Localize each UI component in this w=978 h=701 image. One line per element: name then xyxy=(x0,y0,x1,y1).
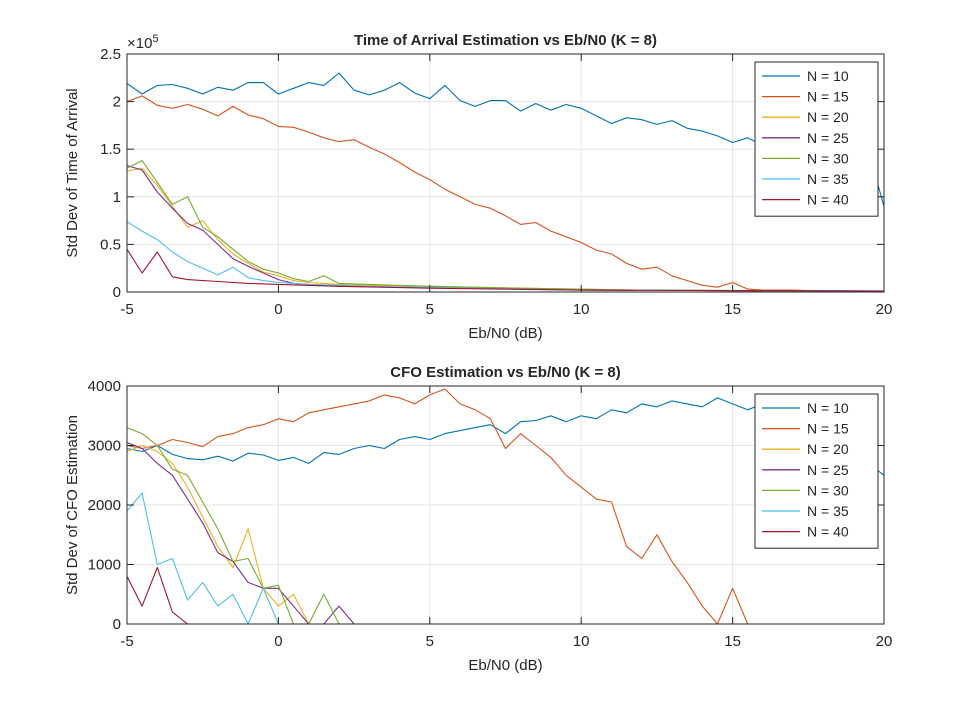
y-exponent-base: ×10 xyxy=(127,35,152,52)
x-tick-label: 5 xyxy=(426,633,434,650)
x-axis-label: Eb/N0 (dB) xyxy=(468,325,542,342)
y-tick-label: 1000 xyxy=(88,557,121,574)
chart-title: CFO Estimation vs Eb/N0 (K = 8) xyxy=(390,364,620,381)
x-axis-label: Eb/N0 (dB) xyxy=(468,657,542,674)
legend-item: N = 30 xyxy=(762,482,849,498)
y-tick-label: 2 xyxy=(113,94,121,111)
series-line-n-10 xyxy=(127,72,884,207)
series-line-n-40 xyxy=(127,566,884,624)
legend-item: N = 25 xyxy=(762,130,849,146)
legend-label: N = 10 xyxy=(807,68,849,84)
y-tick-label: 4000 xyxy=(88,378,121,395)
legend-label: N = 15 xyxy=(807,421,849,437)
legend-item: N = 15 xyxy=(762,89,849,105)
legend-label: N = 30 xyxy=(807,150,849,166)
legend-label: N = 35 xyxy=(807,171,849,187)
x-tick-label: 20 xyxy=(876,633,893,650)
y-exponent-power: 5 xyxy=(152,33,158,45)
series-group xyxy=(127,72,884,292)
legend-label: N = 15 xyxy=(807,89,849,105)
series-line-n-15 xyxy=(127,388,884,624)
legend-item: N = 20 xyxy=(762,441,849,457)
x-tick-label: 15 xyxy=(724,301,741,318)
legend-item: N = 35 xyxy=(762,171,849,187)
legend-item: N = 35 xyxy=(762,503,849,519)
x-tick-label: 10 xyxy=(573,301,590,318)
legend-item: N = 10 xyxy=(762,68,849,84)
y-tick-label: 2.5 xyxy=(100,46,121,63)
legend-label: N = 40 xyxy=(807,192,849,208)
x-tick-label: -5 xyxy=(120,301,133,318)
x-tick-label: 0 xyxy=(274,301,282,318)
legend-item: N = 20 xyxy=(762,109,849,125)
legend-item: N = 25 xyxy=(762,462,849,478)
y-axis-label: Std Dev of Time of Arrival xyxy=(64,88,81,257)
chart-title: Time of Arrival Estimation vs Eb/N0 (K =… xyxy=(354,32,657,49)
legend-label: N = 25 xyxy=(807,462,849,478)
legend: N = 10 N = 15 N = 20 N = 25 N = 30 N = 35 N = … xyxy=(754,61,879,217)
series-line-n-25 xyxy=(127,441,884,624)
legend: N = 10 N = 15 N = 20 N = 25 N = 30 N = 35 N = … xyxy=(754,393,879,549)
y-tick-label: 1.5 xyxy=(100,141,121,158)
legend-label: N = 25 xyxy=(807,130,849,146)
legend-label: N = 40 xyxy=(807,524,849,540)
series-group xyxy=(127,388,884,624)
series-line-n-40 xyxy=(127,248,884,292)
series-line-n-30 xyxy=(127,427,884,624)
legend-label: N = 20 xyxy=(807,109,849,125)
series-line-n-15 xyxy=(127,95,884,292)
legend-item: N = 10 xyxy=(762,400,849,416)
x-tick-label: -5 xyxy=(120,633,133,650)
axes-box xyxy=(126,53,885,293)
y-tick-label: 0 xyxy=(113,284,121,301)
legend-label: N = 30 xyxy=(807,482,849,498)
legend-label: N = 20 xyxy=(807,441,849,457)
y-tick-label: 3000 xyxy=(88,438,121,455)
chart-1: -5 0 5 10 15 2000.511.522.5×105 Time of Arriva… xyxy=(64,32,892,342)
series-line-n-30 xyxy=(127,160,884,292)
x-tick-label: 5 xyxy=(426,301,434,318)
y-exponent-label: ×105 xyxy=(127,33,159,52)
legend-item: N = 40 xyxy=(762,192,849,208)
series-line-n-35 xyxy=(127,492,884,624)
y-axis-label: Std Dev of CFO Estimation xyxy=(64,415,81,595)
series-line-n-10 xyxy=(127,397,884,476)
x-tick-label: 10 xyxy=(573,633,590,650)
y-tick-label: 1 xyxy=(113,189,121,206)
y-tick-label: 0.5 xyxy=(100,236,121,253)
legend-item: N = 40 xyxy=(762,524,849,540)
legend-box xyxy=(754,61,879,217)
y-tick-label: 2000 xyxy=(88,497,121,514)
legend-label: N = 10 xyxy=(807,400,849,416)
series-line-n-35 xyxy=(127,221,884,292)
x-tick-label: 20 xyxy=(876,301,893,318)
x-tick-label: 15 xyxy=(724,633,741,650)
legend-item: N = 15 xyxy=(762,421,849,437)
legend-item: N = 30 xyxy=(762,150,849,166)
legend-box xyxy=(754,393,879,549)
y-tick-label: 0 xyxy=(113,616,121,633)
legend-label: N = 35 xyxy=(807,503,849,519)
x-tick-label: 0 xyxy=(274,633,282,650)
